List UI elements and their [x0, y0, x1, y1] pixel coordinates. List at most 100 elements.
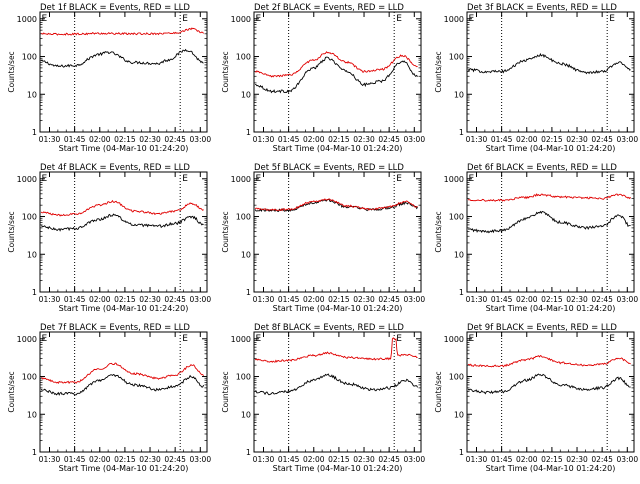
- y-tick-label: 1: [459, 288, 464, 297]
- x-tick-label: 02:30: [139, 455, 161, 464]
- x-tick-label: 02:15: [541, 455, 563, 464]
- y-tick-label: 100: [22, 53, 37, 62]
- event-marker-label: E: [255, 174, 261, 184]
- x-tick-label: 03:00: [189, 455, 211, 464]
- event-marker-label: E: [609, 174, 615, 184]
- y-tick-label: 10: [27, 410, 37, 419]
- panel-3: Det 3f BLACK = Events, RED = LLD 1 10 100 10…: [434, 3, 638, 153]
- x-tick-label: 02:15: [328, 295, 350, 304]
- x-tick-label: 02:45: [378, 455, 400, 464]
- series-line-lld: [254, 337, 418, 363]
- x-tick-label: 02:00: [516, 455, 538, 464]
- y-tick-label: 100: [22, 373, 37, 382]
- y-tick-label: 1000: [17, 335, 37, 344]
- x-tick-label: 03:00: [403, 455, 425, 464]
- series-line-lld: [40, 362, 204, 385]
- x-axis-label: Start Time (04-Mar-10 01:24:20): [486, 304, 616, 313]
- x-tick-label: 02:30: [566, 455, 588, 464]
- x-tick-label: 01:30: [253, 455, 275, 464]
- plot-frame: [466, 171, 635, 293]
- x-tick-label: 01:45: [64, 455, 86, 464]
- y-axis-label: Counts/sec: [434, 51, 443, 92]
- y-tick-label: 10: [27, 250, 37, 259]
- x-tick-label: 03:00: [189, 135, 211, 144]
- y-axis-label: Counts/sec: [7, 51, 16, 92]
- series-line-events: [40, 373, 205, 396]
- panel-9: Det 9f BLACK = Events, RED = LLD 1 10 100 10…: [434, 323, 638, 473]
- event-marker-label: E: [468, 334, 474, 344]
- plot-frame: [253, 11, 422, 133]
- series-line-lld: [41, 27, 204, 36]
- x-tick-label: 02:15: [541, 135, 563, 144]
- y-tick-label: 10: [454, 410, 464, 419]
- series-line-events: [254, 373, 418, 396]
- y-tick-label: 10: [241, 90, 251, 99]
- x-tick-label: 02:45: [164, 135, 186, 144]
- x-tick-label: 02:45: [591, 295, 613, 304]
- event-marker-label: E: [396, 14, 402, 24]
- panel-8: Det 8f BLACK = Events, RED = LLD 1 10 100 10…: [221, 323, 425, 473]
- y-tick-label: 1: [246, 128, 251, 137]
- x-tick-label: 01:45: [64, 295, 86, 304]
- x-tick-label: 02:45: [591, 455, 613, 464]
- y-tick-label: 100: [236, 213, 251, 222]
- x-tick-label: 01:45: [491, 135, 513, 144]
- x-tick-label: 03:00: [403, 135, 425, 144]
- x-axis-label: Start Time (04-Mar-10 01:24:20): [59, 464, 189, 473]
- x-tick-label: 02:15: [114, 135, 136, 144]
- y-tick-label: 100: [449, 213, 464, 222]
- x-tick-label: 03:00: [403, 295, 425, 304]
- x-tick-label: 02:00: [303, 295, 325, 304]
- y-tick-label: 10: [454, 90, 464, 99]
- x-tick-label: 02:00: [89, 455, 111, 464]
- x-tick-label: 01:30: [253, 295, 275, 304]
- x-tick-label: 02:00: [516, 295, 538, 304]
- x-tick-label: 01:45: [64, 135, 86, 144]
- plot-frame: [39, 11, 208, 133]
- event-marker-label: E: [609, 334, 615, 344]
- y-tick-label: 1000: [17, 15, 37, 24]
- x-tick-label: 01:45: [491, 455, 513, 464]
- x-tick-label: 02:30: [566, 295, 588, 304]
- x-tick-label: 01:30: [466, 455, 488, 464]
- x-tick-label: 02:30: [353, 455, 375, 464]
- event-marker-label: E: [468, 14, 474, 24]
- x-tick-label: 02:15: [328, 135, 350, 144]
- x-tick-label: 03:00: [616, 295, 638, 304]
- y-tick-label: 10: [27, 90, 37, 99]
- x-tick-label: 02:15: [114, 295, 136, 304]
- y-tick-label: 1: [459, 448, 464, 457]
- x-tick-label: 02:45: [378, 295, 400, 304]
- x-tick-label: 02:30: [139, 135, 161, 144]
- y-tick-label: 100: [22, 213, 37, 222]
- panel-title: Det 5f BLACK = Events, RED = LLD: [254, 163, 404, 173]
- series-line-events: [467, 373, 631, 395]
- x-tick-label: 01:30: [39, 295, 61, 304]
- event-marker-label: E: [609, 14, 615, 24]
- event-marker-label: E: [41, 334, 47, 344]
- event-marker-label: E: [255, 14, 261, 24]
- x-tick-label: 03:00: [616, 135, 638, 144]
- x-tick-label: 02:30: [566, 135, 588, 144]
- plot-frame: [253, 171, 422, 293]
- x-axis-label: Start Time (04-Mar-10 01:24:20): [273, 304, 403, 313]
- series-line-lld: [467, 355, 631, 368]
- plot-frame: [466, 11, 635, 133]
- panel-title: Det 3f BLACK = Events, RED = LLD: [467, 3, 617, 13]
- event-marker-label: E: [255, 334, 261, 344]
- y-axis-label: Counts/sec: [434, 371, 443, 412]
- y-tick-label: 1: [459, 128, 464, 137]
- x-tick-label: 01:30: [39, 455, 61, 464]
- x-tick-label: 01:45: [278, 295, 300, 304]
- event-marker-label: E: [468, 174, 474, 184]
- series-line-events: [41, 213, 204, 232]
- event-marker-label: E: [41, 14, 47, 24]
- x-tick-label: 03:00: [616, 455, 638, 464]
- panel-7: Det 7f BLACK = Events, RED = LLD 1 10 100 10…: [7, 323, 211, 473]
- series-line-lld: [255, 198, 418, 212]
- x-tick-label: 01:30: [253, 135, 275, 144]
- x-tick-label: 02:00: [303, 135, 325, 144]
- x-tick-label: 01:30: [39, 135, 61, 144]
